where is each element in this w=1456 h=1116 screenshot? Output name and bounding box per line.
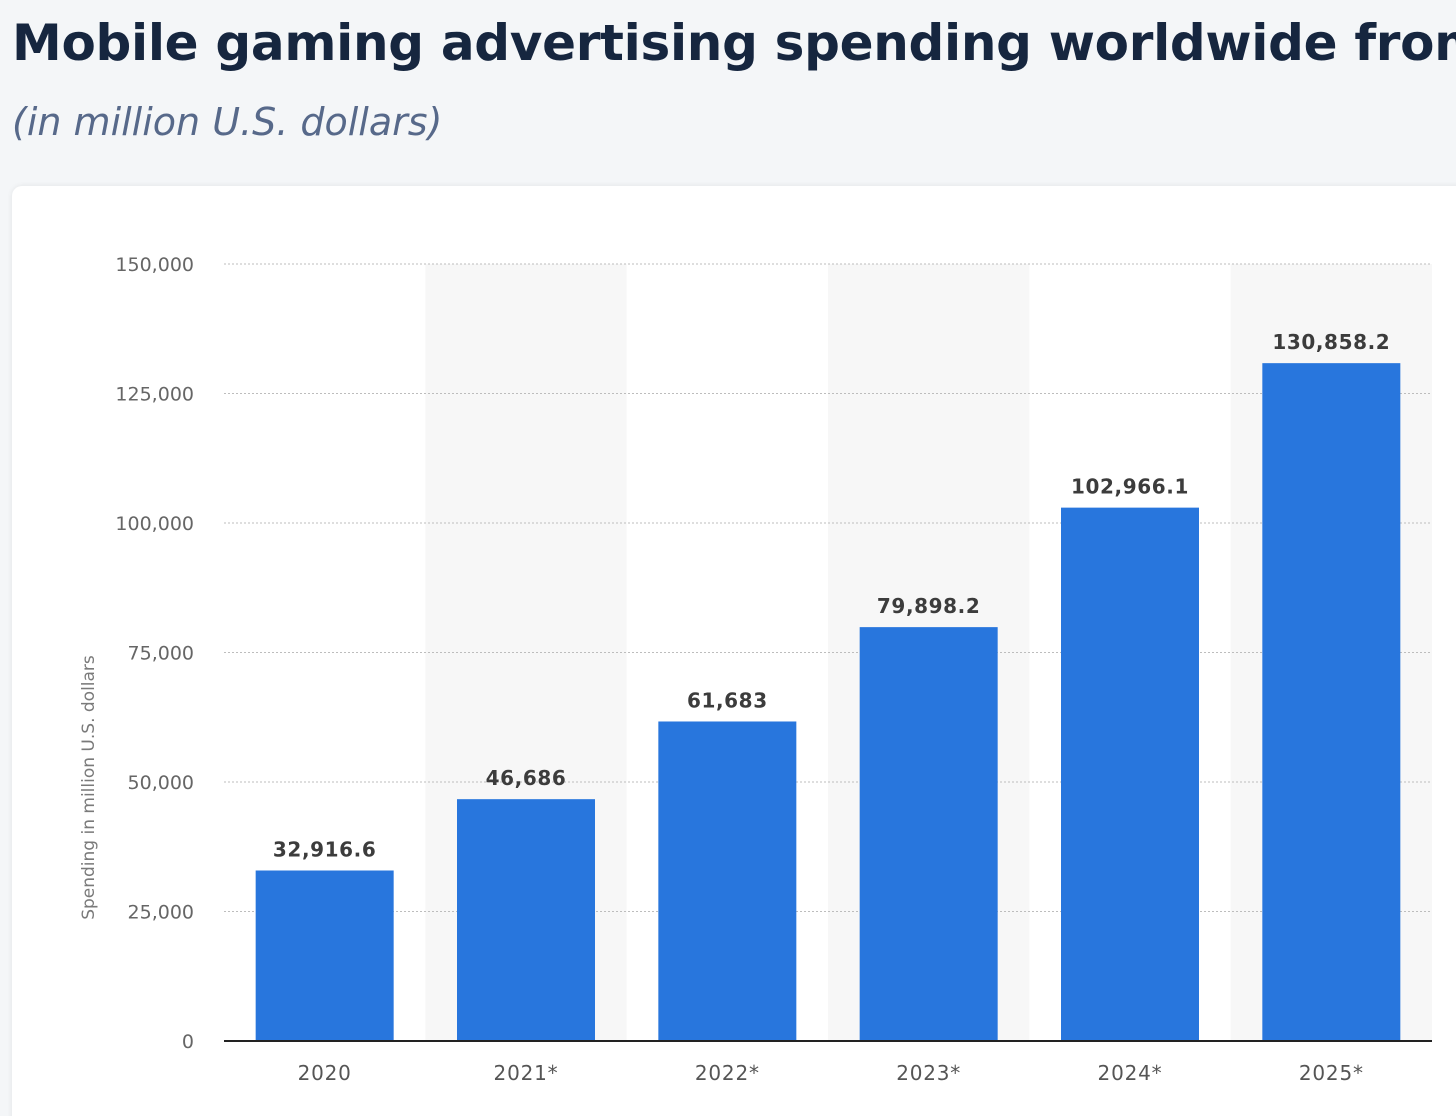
y-tick-label: 150,000 [115,254,194,276]
x-tick-label: 2024* [1098,1061,1163,1085]
y-axis-title: Spending in million U.S. dollars [79,655,99,920]
y-tick-label: 50,000 [128,772,194,794]
data-label: 32,916.6 [273,837,377,861]
y-tick-label: 125,000 [115,384,194,406]
bar [1262,363,1401,1041]
bar [658,721,797,1041]
data-label: 102,966.1 [1071,475,1189,499]
x-tick-label: 2021* [494,1061,559,1085]
bar [859,627,998,1041]
y-tick-label: 75,000 [128,643,194,665]
bar [1061,507,1199,1041]
y-tick-label: 25,000 [128,902,194,924]
page-subtitle: (in million U.S. dollars) [12,100,443,144]
bars [255,363,1401,1041]
x-tick-label: 2020 [298,1061,352,1085]
data-label: 46,686 [486,766,567,790]
y-tick-label: 100,000 [115,513,194,535]
bar [457,799,595,1041]
x-tick-label: 2022* [695,1061,760,1085]
page-title: Mobile gaming advertising spending world… [12,14,1456,72]
x-tick-label: 2025* [1299,1061,1364,1085]
y-tick-label: 0 [182,1031,194,1053]
x-tick-label: 2023* [896,1061,961,1085]
gridlines [224,263,1432,912]
y-axis-ticks: 0 25,000 50,000 75,000 100,000 125,000 150,000 [115,254,194,1053]
x-axis-ticks: 2020 2021* 2022* 2023* 2024* 2025* [298,1061,1364,1085]
data-label: 79,898.2 [877,594,981,618]
data-label: 61,683 [687,688,768,712]
data-label: 130,858.2 [1272,330,1390,354]
bar [255,870,394,1041]
data-labels: 32,916.6 46,686 61,683 79,898.2 102,966.1 130… [273,330,1390,861]
